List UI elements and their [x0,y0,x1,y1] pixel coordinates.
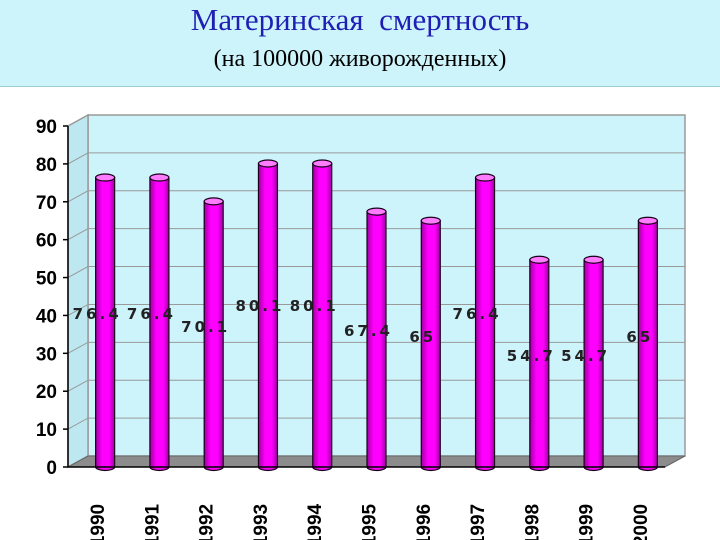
page-title: Материнская смертность [190,2,530,37]
bar-top [583,255,604,264]
data-label: 80.1 [235,297,284,315]
x-tick-label: 1996 [414,504,435,540]
bar-top [312,159,333,168]
y-tick-label: 20 [36,382,57,403]
bar-top [366,207,387,216]
bar [420,216,441,472]
maternal-mortality-chart: 76.4 76.4 70.1 80.1 80.1 67.4 65 76.4 54.7 54.7 65… [36,113,686,540]
data-label: 67.4 [344,322,393,340]
y-tick-label: 80 [36,155,57,176]
bar-body [312,162,333,472]
bar-top [420,216,441,225]
x-tick-label: 1993 [251,504,272,540]
y-tick-label: 40 [36,306,57,327]
y-tick-label: 0 [46,458,57,479]
bar [312,159,333,472]
bar-body [257,162,279,472]
y-axis: 0 10 20 30 40 50 60 70 80 90 [36,117,69,479]
bar-top [529,255,550,264]
data-label: 76.4 [127,305,176,323]
bar-top [257,159,279,168]
bar-body [149,176,170,472]
data-label: 65 [626,328,653,346]
y-tick-label: 10 [36,420,57,441]
bar-body [583,259,604,472]
x-tick-label: 1995 [360,503,381,540]
plot-side-wall [67,113,89,469]
x-tick-label: 1992 [197,504,218,540]
data-label: 76.4 [73,305,122,323]
gridline [67,152,685,165]
y-tick-label: 50 [36,269,57,290]
data-label: 54.7 [507,347,556,365]
x-tick-label: 1991 [142,503,163,540]
data-label: 65 [409,328,436,346]
bars [95,159,658,472]
data-label: 54.7 [561,347,610,365]
bar-top [474,173,496,182]
y-tick-label: 70 [36,193,57,214]
bar [257,159,279,472]
data-label: 80.1 [290,297,339,315]
bar-top [95,173,116,182]
bar-body [529,259,550,472]
x-tick-label: 1998 [522,504,543,540]
y-tick-label: 30 [36,344,57,365]
data-label: 76.4 [453,305,502,323]
y-tick-label: 90 [36,117,57,138]
bar-top [203,197,224,206]
bar-body [95,176,116,472]
data-labels: 76.4 76.4 70.1 80.1 80.1 67.4 65 76.4 54.7 54.7 65 [73,297,653,365]
page-subtitle: (на 100000 живорожденных) [213,46,507,72]
bar-top [149,173,170,182]
x-tick-label: 1999 [577,504,598,540]
bar-top [637,216,658,225]
header-banner: Материнская смертность (на 100000 живоро… [0,0,720,87]
bar-body [474,176,496,472]
x-tick-label: 1997 [468,504,489,540]
x-axis: 1990 1991 1992 1993 1994 1995 1996 1997 1998 1999… [68,466,665,540]
bar-body [366,211,387,472]
data-label: 70.1 [181,318,230,336]
x-tick-label: 1994 [305,503,326,540]
x-tick-label: 1990 [88,504,109,540]
gridline [67,114,685,127]
x-tick-label: 2000 [631,504,652,540]
y-tick-label: 60 [36,231,57,252]
